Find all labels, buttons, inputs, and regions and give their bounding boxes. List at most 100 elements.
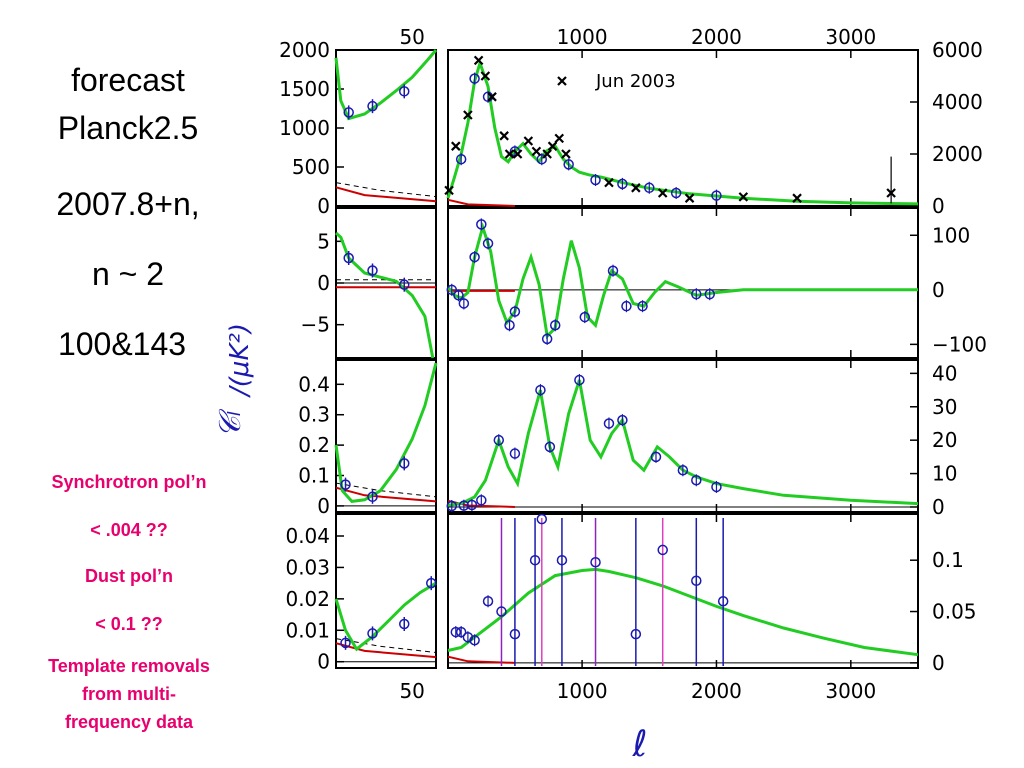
wmap-point-8 xyxy=(512,149,523,159)
y-axis-label-symbol: 𝒞ₗ xyxy=(213,408,248,438)
forecast-point-low-EE-2 xyxy=(399,458,410,469)
x-axis-label: ℓ xyxy=(632,724,648,765)
left-tick-TE-5: 5 xyxy=(317,229,330,253)
wmap-point-6 xyxy=(499,131,509,141)
forecast-point-high-BB-1 xyxy=(455,626,467,638)
forecast-point-high-EE-11 xyxy=(650,451,662,463)
right-tick-EE-10: 10 xyxy=(932,462,957,486)
legend-marker xyxy=(557,76,567,86)
forecast-point-low-BB-3 xyxy=(425,577,437,589)
wmap-point-2 xyxy=(463,110,473,120)
left-tick-TT-500: 500 xyxy=(292,155,330,179)
left-tick-EE-0.1: 0.1 xyxy=(298,464,330,488)
title-line-3: 2007.8+n, xyxy=(56,186,200,222)
foreground-curve-high-BB xyxy=(447,655,515,664)
right-panel-frame-TT xyxy=(447,49,919,207)
x-tick-top-2000: 2000 xyxy=(691,25,742,49)
foreground-dashed-low-BB xyxy=(335,638,437,653)
forecast-point-high-TE-4 xyxy=(476,219,487,230)
right-tick-TT-0: 0 xyxy=(932,194,945,218)
right-tick-BB-0.05: 0.05 xyxy=(932,600,977,624)
left-panel-frame-EE xyxy=(335,359,437,513)
forecast-point-high-BB-4 xyxy=(482,596,494,607)
x-tick-bottom-50: 50 xyxy=(399,679,424,703)
forecast-point-high-EE-6 xyxy=(535,384,546,396)
forecast-point-high-TE-6 xyxy=(504,320,515,331)
forecast-point-low-TT-2 xyxy=(399,86,410,97)
forecast-point-low-BB-1 xyxy=(367,628,378,639)
forecast-point-high-EE-0 xyxy=(446,500,458,512)
forecast-point-high-EE-2 xyxy=(466,499,478,511)
right-tick-TE-100: 100 xyxy=(932,223,970,247)
forecast-point-high-EE-12 xyxy=(677,464,689,476)
note-template-1: Template removals xyxy=(48,656,210,676)
wmap-point-3 xyxy=(473,55,484,66)
forecast-point-high-TT-1 xyxy=(469,73,480,84)
forecast-point-high-EE-13 xyxy=(691,475,702,486)
x-tick-top-1000: 1000 xyxy=(557,25,608,49)
forecast-point-high-BB-13 xyxy=(691,575,702,586)
right-tick-BB-0: 0 xyxy=(932,651,945,675)
forecast-point-high-TE-8 xyxy=(541,333,553,345)
right-tick-TT-4000: 4000 xyxy=(932,90,983,114)
title-line-5: 100&143 xyxy=(57,326,187,362)
forecast-point-high-EE-4 xyxy=(493,434,505,446)
note-dust: Dust pol’n xyxy=(85,566,173,586)
right-tick-TE-0: 0 xyxy=(932,278,945,302)
wmap-point-13 xyxy=(554,133,565,144)
forecast-point-low-EE-0 xyxy=(340,479,351,490)
wmap-point-0 xyxy=(444,185,454,196)
right-tick-EE-20: 20 xyxy=(932,428,957,452)
forecast-point-high-TE-7 xyxy=(509,306,521,317)
forecast-point-high-TE-3 xyxy=(469,251,480,263)
forecast-point-high-TE-14 xyxy=(691,288,702,300)
theory-curve-high-EE xyxy=(447,379,919,507)
wmap-point-11 xyxy=(542,149,552,159)
forecast-point-high-EE-3 xyxy=(476,495,487,506)
forecast-point-low-BB-0 xyxy=(340,637,351,649)
wmap-point-19 xyxy=(738,192,749,202)
wmap-point-17 xyxy=(657,188,668,198)
left-tick-TT-2000: 2000 xyxy=(279,38,330,62)
theory-curve-low-TE xyxy=(335,231,435,359)
wmap-point-7 xyxy=(504,149,515,159)
foreground-dashed-low-TT xyxy=(335,182,437,198)
forecast-point-high-BB-7 xyxy=(529,554,541,566)
forecast-point-high-EE-9 xyxy=(603,418,615,429)
wmap-point-4 xyxy=(480,71,491,81)
forecast-point-high-BB-12 xyxy=(657,544,668,556)
left-tick-EE-0.2: 0.2 xyxy=(298,433,330,457)
forecast-point-high-TT-7 xyxy=(617,178,628,190)
wmap-point-14 xyxy=(561,149,571,159)
left-tick-EE-0: 0 xyxy=(317,494,330,518)
theory-curve-high-TE xyxy=(446,221,918,340)
wmap-point-10 xyxy=(531,146,542,157)
right-tick-EE-40: 40 xyxy=(932,361,957,385)
left-tick-EE-0.4: 0.4 xyxy=(298,372,330,396)
y-axis-label-units: /(μK²) xyxy=(225,323,255,398)
theory-curve-high-TT xyxy=(446,58,919,206)
forecast-point-high-TE-11 xyxy=(607,265,619,276)
forecast-point-high-TE-5 xyxy=(482,238,494,249)
left-panel-frame-BB xyxy=(335,513,437,669)
forecast-point-high-BB-9 xyxy=(556,554,568,566)
theory-curve-low-BB xyxy=(334,581,437,652)
right-tick-EE-0: 0 xyxy=(932,495,945,519)
x-tick-bottom-1000: 1000 xyxy=(557,679,608,703)
forecast-point-high-TE-2 xyxy=(458,298,470,309)
note-synchrotron: Synchrotron pol’n xyxy=(51,472,207,492)
left-tick-BB-0.04: 0.04 xyxy=(285,524,330,548)
note-dust-limit: < 0.1 ?? xyxy=(95,614,163,634)
wmap-point-20 xyxy=(792,193,802,203)
right-tick-BB-0.1: 0.1 xyxy=(932,548,964,572)
forecast-point-high-EE-10 xyxy=(617,414,628,426)
right-panel-frame-EE xyxy=(447,359,919,513)
note-template-2: from multi- xyxy=(82,684,176,704)
forecast-point-high-EE-5 xyxy=(509,448,521,459)
forecast-point-high-EE-8 xyxy=(574,374,585,386)
title-line-4: n ~ 2 xyxy=(91,256,165,292)
forecast-point-high-BB-6 xyxy=(509,628,521,640)
note-synchrotron-limit: < .004 ?? xyxy=(90,520,168,540)
forecast-point-high-EE-1 xyxy=(458,500,470,511)
